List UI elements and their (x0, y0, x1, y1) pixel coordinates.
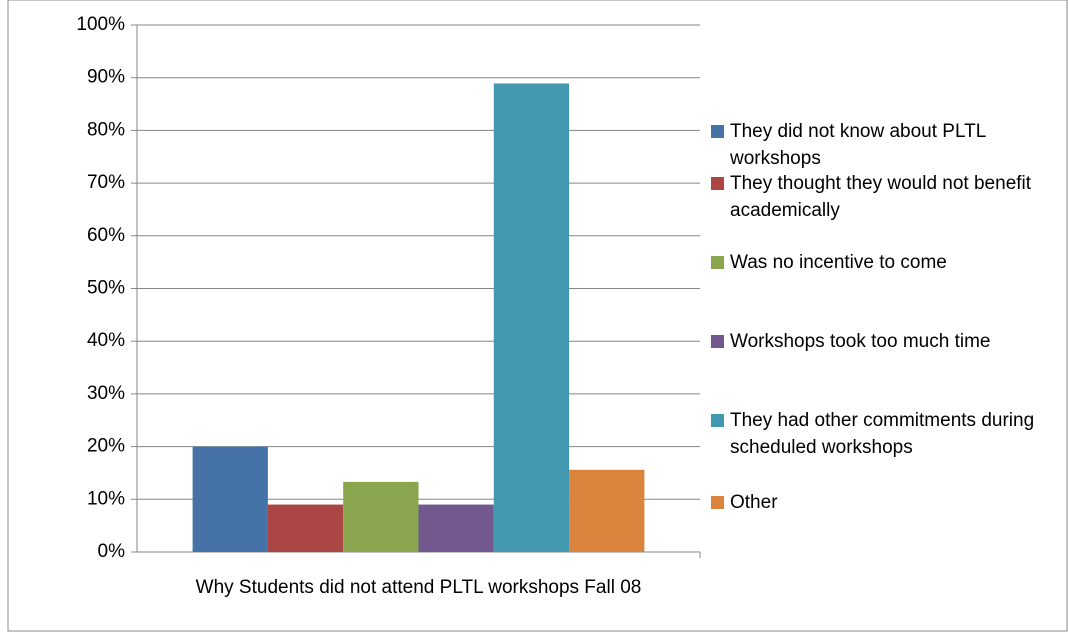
legend-line: Workshops took too much time (730, 331, 990, 352)
bar (569, 469, 645, 552)
y-tick-label: 30% (87, 383, 125, 404)
y-tick-label: 100% (76, 14, 125, 35)
y-tick-label: 40% (87, 330, 125, 351)
legend-swatch (711, 125, 724, 138)
legend-label: They thought they would not benefit acad… (730, 173, 1036, 221)
legend-swatch (711, 335, 724, 348)
y-tick-label: 20% (87, 436, 125, 457)
y-tick-label: 80% (87, 119, 125, 140)
y-tick-label: 70% (87, 172, 125, 193)
bar (418, 504, 494, 552)
legend-line: They had other commitments during (730, 410, 1039, 431)
legend-line: academically (730, 200, 840, 221)
bar (192, 446, 268, 552)
y-tick-label: 10% (87, 488, 125, 509)
y-tick-label: 50% (87, 278, 125, 299)
legend-swatch (711, 256, 724, 269)
legend-swatch (711, 496, 724, 509)
y-tick-label: 0% (98, 541, 126, 562)
legend-label: They had other commitments during schedu… (730, 410, 1039, 458)
x-tick-label: Why Students did not attend PLTL worksho… (196, 577, 642, 598)
legend-line: workshops (729, 148, 821, 169)
bar (493, 83, 570, 552)
legend-line: They did not know about PLTL (730, 121, 991, 142)
y-tick-label: 90% (87, 67, 125, 88)
y-tick-label: 60% (87, 225, 125, 246)
legend-line: Other (730, 492, 778, 513)
legend-line: They thought they would not benefit (730, 173, 1036, 194)
bar (267, 504, 344, 552)
legend-label: They did not know about PLTL workshops (729, 121, 991, 169)
legend-swatch (711, 177, 724, 190)
legend-label: Other (730, 492, 778, 513)
legend-label: Was no incentive to come (730, 252, 947, 273)
legend-label: Workshops took too much time (730, 331, 990, 352)
bar (343, 481, 419, 552)
legend-line: Was no incentive to come (730, 252, 947, 273)
legend-swatch (711, 414, 724, 427)
legend-line: scheduled workshops (730, 437, 913, 458)
